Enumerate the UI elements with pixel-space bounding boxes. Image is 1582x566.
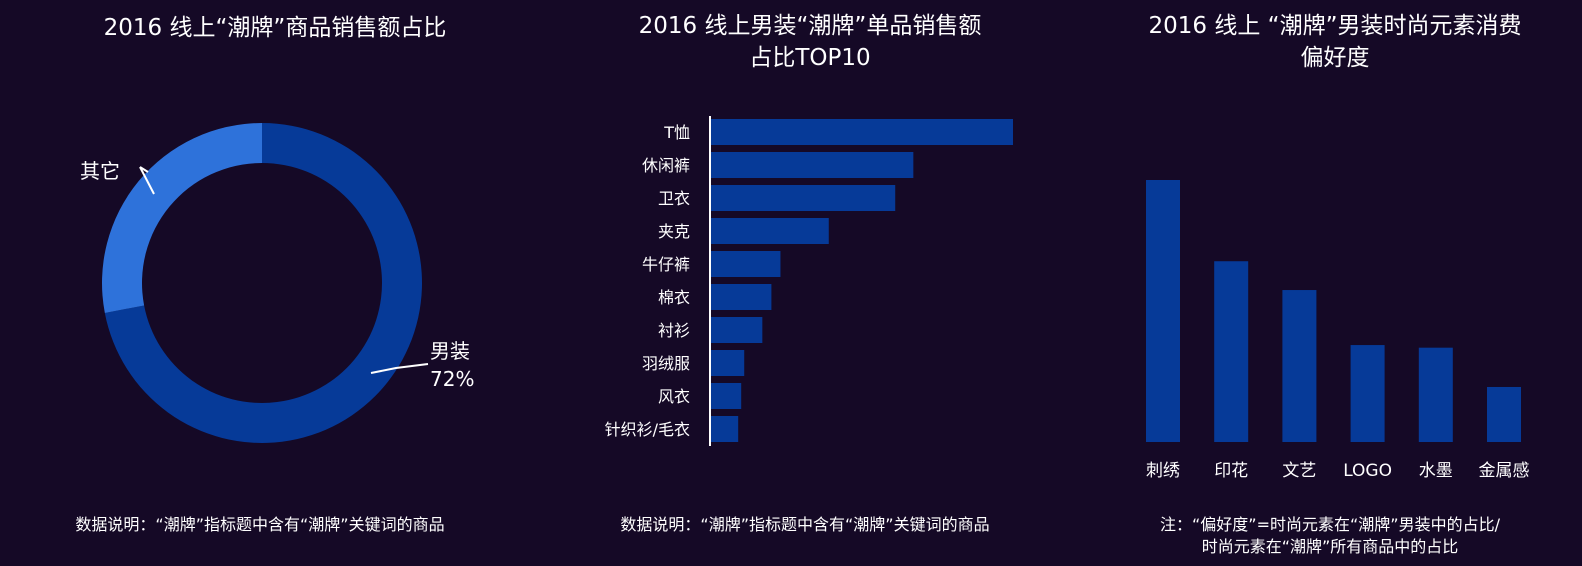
hbar-label-4: 牛仔裤 (642, 255, 690, 274)
hbar-label-6: 衬衫 (658, 321, 690, 340)
hbar-label-1: 休闲裤 (642, 156, 690, 175)
vbar-0 (1146, 180, 1180, 442)
chart3-note: 注：“偏好度”=时尚元素在“潮牌”男装中的占比/ 时尚元素在“潮牌”所有商品中的… (1090, 514, 1570, 558)
chart3-note-line2: 时尚元素在“潮牌”所有商品中的占比 (1201, 537, 1459, 556)
hbar-5 (711, 284, 772, 310)
other-leader-line-2 (139, 166, 155, 195)
chart3-title-line1: 2016 线上 “潮牌”男装时尚元素消费 (1148, 13, 1522, 39)
hbar-7 (711, 350, 745, 376)
hbar-label-7: 羽绒服 (642, 354, 690, 373)
hbar-label-8: 风衣 (658, 387, 690, 406)
vbar-5 (1487, 386, 1521, 442)
vbar-label-5: 金属感 (1479, 461, 1530, 481)
vbar-label-1: 印花 (1214, 461, 1248, 481)
hbar-label-3: 夹克 (658, 222, 690, 241)
hbar-3 (711, 218, 829, 244)
chart3-title: 2016 线上 “潮牌”男装时尚元素消费 偏好度 (1090, 10, 1580, 74)
chart1-note: 数据说明：“潮牌”指标题中含有“潮牌”关键词的商品 (75, 515, 445, 534)
vbar-4 (1418, 347, 1453, 442)
vbar-1 (1214, 261, 1249, 442)
hbar-label-2: 卫衣 (658, 189, 690, 208)
chart1-title: 2016 线上“潮牌”商品销售额占比 (103, 15, 447, 41)
vbar-label-0: 刺绣 (1146, 461, 1180, 481)
chart2-note: 数据说明：“潮牌”指标题中含有“潮牌”关键词的商品 (620, 515, 990, 534)
menswear-leader-line (370, 363, 429, 374)
chart2-title: 2016 线上男装“潮牌”单品销售额 占比TOP10 (560, 10, 1060, 74)
chart3-note-line1: 注：“偏好度”=时尚元素在“潮牌”男装中的占比/ (1160, 515, 1500, 534)
slice-value-menswear: 72% (430, 367, 474, 391)
vbar-label-3: LOGO (1343, 461, 1392, 481)
chart3-title-line2: 偏好度 (1300, 45, 1370, 71)
vbar-label-2: 文艺 (1282, 461, 1316, 481)
chart2-title-line2: 占比TOP10 (749, 45, 871, 71)
hbar-label-5: 棉衣 (658, 288, 690, 307)
vbar-3 (1350, 345, 1385, 442)
donut-chart (101, 123, 422, 443)
hbar-9 (711, 416, 739, 442)
chart2-title-line1: 2016 线上男装“潮牌”单品销售额 (638, 13, 982, 39)
hbar-4 (711, 251, 781, 277)
donut-slice-other (101, 123, 262, 313)
hbar-1 (711, 152, 914, 178)
slice-label-menswear: 男装 (430, 339, 470, 363)
hbar-label-0: T恤 (663, 123, 690, 142)
hbar-2 (711, 185, 896, 211)
slice-label-other: 其它 (80, 159, 120, 183)
hbar-0 (711, 119, 1013, 145)
vbar-chart: 刺绣 印花 文艺 LOGO 水墨 金属感 (1146, 180, 1530, 481)
hbar-6 (711, 317, 763, 343)
vbar-label-4: 水墨 (1419, 461, 1453, 481)
hbar-label-9: 针织衫/毛衣 (605, 420, 690, 439)
vbar-2 (1282, 290, 1317, 442)
hbar-8 (711, 383, 742, 409)
